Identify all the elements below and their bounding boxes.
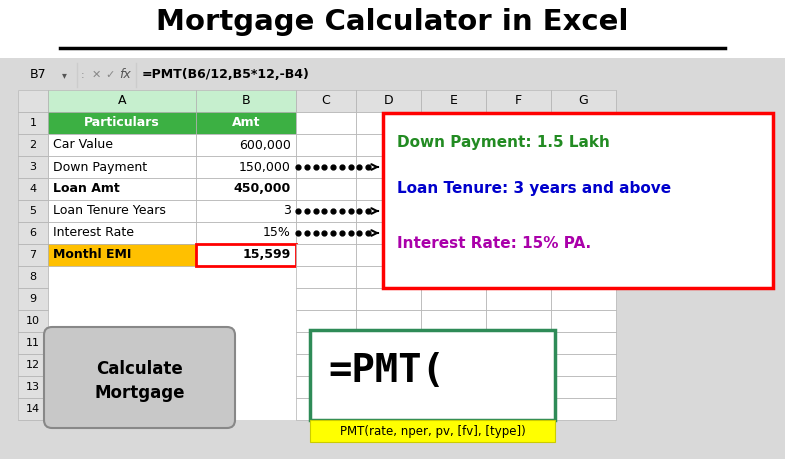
FancyBboxPatch shape	[310, 420, 555, 442]
Text: F: F	[515, 95, 522, 107]
Text: Interest Rate: 15% PA.: Interest Rate: 15% PA.	[397, 235, 591, 251]
Text: G: G	[579, 95, 589, 107]
FancyBboxPatch shape	[296, 244, 356, 266]
FancyBboxPatch shape	[421, 310, 486, 332]
FancyBboxPatch shape	[0, 0, 785, 58]
Text: Amt: Amt	[232, 117, 261, 129]
FancyBboxPatch shape	[421, 288, 486, 310]
Text: Interest Rate: Interest Rate	[53, 226, 134, 240]
FancyBboxPatch shape	[421, 156, 486, 178]
FancyBboxPatch shape	[296, 200, 356, 222]
FancyBboxPatch shape	[48, 200, 196, 222]
FancyBboxPatch shape	[18, 332, 48, 354]
Text: Particulars: Particulars	[84, 117, 160, 129]
FancyBboxPatch shape	[18, 112, 48, 134]
Text: 3: 3	[283, 205, 291, 218]
FancyBboxPatch shape	[421, 200, 486, 222]
Text: 8: 8	[30, 272, 37, 282]
Text: 450,000: 450,000	[234, 183, 291, 196]
FancyBboxPatch shape	[486, 266, 551, 288]
FancyBboxPatch shape	[48, 90, 196, 112]
FancyBboxPatch shape	[296, 90, 356, 112]
Text: 5: 5	[30, 206, 36, 216]
FancyBboxPatch shape	[356, 398, 421, 420]
FancyBboxPatch shape	[486, 200, 551, 222]
FancyBboxPatch shape	[18, 288, 48, 310]
FancyBboxPatch shape	[486, 354, 551, 376]
Text: 4: 4	[30, 184, 37, 194]
FancyBboxPatch shape	[296, 266, 356, 288]
Text: Calculate: Calculate	[96, 360, 183, 379]
FancyBboxPatch shape	[18, 134, 48, 156]
FancyBboxPatch shape	[356, 112, 421, 134]
Text: =PMT(B6/12,B5*12,-B4): =PMT(B6/12,B5*12,-B4)	[142, 68, 310, 82]
FancyBboxPatch shape	[356, 178, 421, 200]
FancyBboxPatch shape	[356, 310, 421, 332]
FancyBboxPatch shape	[356, 266, 421, 288]
FancyBboxPatch shape	[551, 134, 616, 156]
FancyBboxPatch shape	[196, 222, 296, 244]
Text: PMT(rate, nper, pv, [fv], [type]): PMT(rate, nper, pv, [fv], [type])	[340, 425, 525, 437]
Text: 11: 11	[26, 338, 40, 348]
FancyBboxPatch shape	[356, 332, 421, 354]
FancyBboxPatch shape	[356, 156, 421, 178]
FancyBboxPatch shape	[296, 112, 356, 134]
FancyBboxPatch shape	[18, 178, 48, 200]
FancyBboxPatch shape	[196, 156, 296, 178]
FancyBboxPatch shape	[356, 90, 421, 112]
FancyBboxPatch shape	[296, 222, 356, 244]
FancyBboxPatch shape	[421, 222, 486, 244]
FancyBboxPatch shape	[18, 354, 48, 376]
FancyBboxPatch shape	[296, 332, 356, 354]
FancyBboxPatch shape	[296, 376, 356, 398]
FancyBboxPatch shape	[48, 134, 196, 156]
FancyBboxPatch shape	[486, 310, 551, 332]
Text: B7: B7	[30, 68, 46, 82]
FancyBboxPatch shape	[48, 222, 196, 244]
FancyBboxPatch shape	[0, 63, 785, 87]
FancyBboxPatch shape	[421, 134, 486, 156]
FancyBboxPatch shape	[138, 64, 358, 86]
Text: :: :	[81, 70, 85, 80]
Text: Loan Tenure Years: Loan Tenure Years	[53, 205, 166, 218]
FancyBboxPatch shape	[486, 90, 551, 112]
FancyBboxPatch shape	[486, 134, 551, 156]
FancyBboxPatch shape	[421, 266, 486, 288]
Text: 1: 1	[30, 118, 36, 128]
Text: ▾: ▾	[62, 70, 67, 80]
FancyBboxPatch shape	[296, 310, 356, 332]
FancyBboxPatch shape	[296, 288, 356, 310]
FancyBboxPatch shape	[18, 156, 48, 178]
Text: 14: 14	[26, 404, 40, 414]
FancyBboxPatch shape	[356, 244, 421, 266]
FancyBboxPatch shape	[44, 327, 235, 428]
FancyBboxPatch shape	[196, 178, 296, 200]
FancyBboxPatch shape	[551, 244, 616, 266]
FancyBboxPatch shape	[18, 90, 616, 420]
FancyBboxPatch shape	[421, 112, 486, 134]
FancyBboxPatch shape	[486, 244, 551, 266]
FancyBboxPatch shape	[551, 288, 616, 310]
Text: E: E	[450, 95, 458, 107]
FancyBboxPatch shape	[421, 178, 486, 200]
Text: 12: 12	[26, 360, 40, 370]
FancyBboxPatch shape	[48, 178, 196, 200]
FancyBboxPatch shape	[551, 112, 616, 134]
FancyBboxPatch shape	[18, 222, 48, 244]
FancyBboxPatch shape	[196, 134, 296, 156]
Text: 6: 6	[30, 228, 36, 238]
Text: ✓: ✓	[105, 70, 115, 80]
Text: 600,000: 600,000	[239, 139, 291, 151]
FancyBboxPatch shape	[421, 244, 486, 266]
FancyBboxPatch shape	[551, 354, 616, 376]
FancyBboxPatch shape	[296, 398, 356, 420]
FancyBboxPatch shape	[18, 376, 48, 398]
FancyBboxPatch shape	[486, 398, 551, 420]
FancyBboxPatch shape	[551, 398, 616, 420]
FancyBboxPatch shape	[421, 332, 486, 354]
FancyBboxPatch shape	[421, 90, 486, 112]
FancyBboxPatch shape	[551, 266, 616, 288]
FancyBboxPatch shape	[18, 266, 48, 288]
FancyBboxPatch shape	[356, 134, 421, 156]
